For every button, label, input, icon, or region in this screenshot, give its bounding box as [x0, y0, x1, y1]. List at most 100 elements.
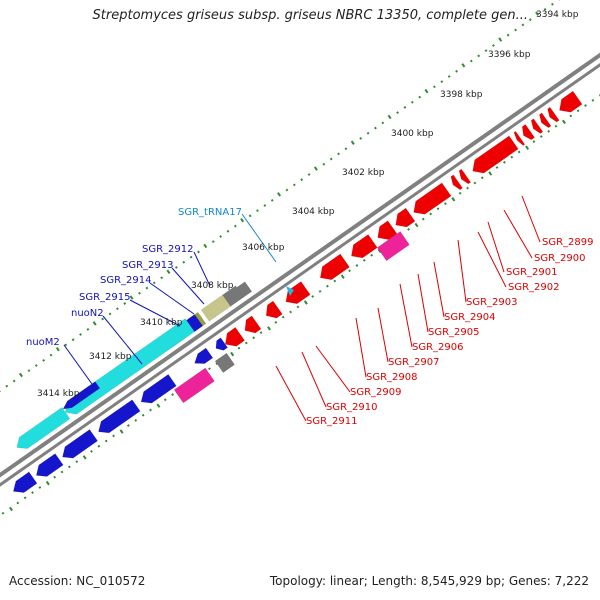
gene-feature[interactable] — [320, 253, 350, 280]
scale-tick — [418, 95, 422, 99]
gene-feature[interactable] — [395, 207, 416, 228]
scale-tick — [543, 7, 547, 11]
gene-feature[interactable] — [530, 118, 544, 134]
scale-tick — [521, 23, 525, 27]
gene-label[interactable]: SGR_2915 — [79, 292, 131, 303]
scale-tick — [259, 331, 263, 335]
gene-label[interactable]: SGR_2904 — [444, 312, 496, 323]
gene-features[interactable] — [12, 90, 583, 493]
scale-tick — [374, 126, 377, 130]
gene-feature[interactable] — [62, 429, 98, 459]
gene-label[interactable]: SGR_2910 — [326, 402, 378, 413]
scale-tick — [303, 300, 308, 305]
scale-tick — [359, 137, 363, 140]
scale-tick — [285, 188, 289, 192]
scale-tick — [160, 276, 164, 280]
gene-feature[interactable] — [559, 90, 583, 113]
scale-tick — [506, 33, 510, 37]
gene-label[interactable]: SGR_2906 — [412, 342, 464, 353]
scale-tick — [60, 470, 64, 474]
gene-label[interactable]: SGR_2900 — [534, 253, 586, 264]
scale-tick — [532, 140, 536, 144]
gene-feature[interactable] — [244, 315, 262, 334]
scale-tick — [551, 2, 554, 6]
scale-tick — [55, 346, 60, 352]
gene-label[interactable]: SGR_2903 — [466, 297, 518, 308]
scale-tick — [215, 362, 219, 366]
scale-tick — [525, 145, 530, 150]
leader-line — [129, 299, 181, 327]
gene-feature[interactable] — [547, 106, 560, 123]
scale-tick — [67, 465, 71, 469]
scale-tick — [424, 88, 429, 94]
scale-tick — [469, 59, 473, 63]
scale-tick — [86, 327, 90, 331]
gene-feature[interactable] — [472, 135, 519, 174]
gene-label[interactable]: SGR_2914 — [100, 275, 152, 286]
gene-feature[interactable] — [62, 381, 101, 410]
scale-tick — [436, 207, 440, 211]
gene-feature[interactable] — [215, 337, 228, 351]
gene-labels[interactable]: SGR_tRNA17 SGR_2912 SGR_2913 SGR_2914 SGR_29… — [26, 207, 594, 427]
gene-feature[interactable] — [194, 347, 214, 364]
gene-feature[interactable] — [351, 234, 378, 259]
gene-feature[interactable] — [173, 379, 199, 404]
gene-label[interactable]: SGR_tRNA17 — [178, 207, 242, 218]
gene-label[interactable]: SGR_2902 — [508, 282, 560, 293]
scale-tick — [82, 455, 87, 460]
gene-label[interactable]: SGR_2907 — [388, 357, 440, 368]
scale-tick — [34, 364, 38, 367]
gene-feature[interactable] — [140, 374, 177, 404]
gene-feature[interactable] — [236, 281, 253, 298]
leader-line — [377, 307, 389, 363]
gene-label[interactable]: nuoM2 — [26, 337, 60, 348]
gene-feature[interactable] — [225, 327, 245, 347]
scale-tick — [289, 310, 292, 314]
gene-feature[interactable] — [12, 471, 38, 493]
scale-tick-label: 3412 kbp — [89, 352, 132, 362]
gene-label[interactable]: SGR_2905 — [428, 327, 480, 338]
gene-feature[interactable] — [214, 352, 235, 373]
gene-label[interactable]: SGR_2901 — [506, 267, 558, 278]
leader-line — [315, 345, 351, 393]
scale-tick — [429, 212, 433, 216]
gene-feature[interactable] — [377, 220, 398, 240]
gene-feature[interactable] — [376, 231, 410, 262]
gene-label[interactable]: SGR_2908 — [366, 372, 418, 383]
scale-tick — [174, 266, 178, 269]
scale-tick — [156, 403, 161, 408]
gene-feature[interactable] — [458, 168, 472, 185]
scale-tick — [492, 44, 495, 47]
gene-feature[interactable] — [265, 300, 283, 319]
scale-tick — [16, 501, 20, 505]
gene-feature[interactable] — [200, 294, 231, 322]
gene-feature[interactable] — [450, 174, 463, 191]
gene-feature[interactable] — [16, 407, 71, 449]
scale-tick — [322, 162, 326, 166]
gene-label[interactable]: SGR_2909 — [350, 387, 402, 398]
gene-label[interactable]: SGR_2912 — [142, 244, 194, 255]
gene-label[interactable]: nuoN2 — [71, 308, 104, 319]
gene-label[interactable]: SGR_2913 — [122, 260, 174, 271]
gene-feature[interactable] — [521, 124, 535, 141]
scale-tick-label: 3404 kbp — [292, 207, 335, 217]
scale-tick — [115, 307, 119, 311]
gene-feature[interactable] — [65, 318, 195, 415]
gene-feature[interactable] — [35, 453, 64, 477]
gene-feature[interactable] — [413, 182, 452, 215]
gene-label[interactable]: SGR_2911 — [306, 416, 358, 427]
scale-tick — [79, 333, 82, 336]
scale-tick — [311, 295, 315, 298]
gene-feature[interactable] — [513, 130, 526, 146]
gene-feature[interactable] — [539, 112, 552, 129]
scale-tick — [230, 351, 235, 357]
scale-tick — [208, 367, 211, 371]
gene-label[interactable]: SGR_2899 — [542, 237, 594, 248]
scale-tick — [387, 114, 392, 120]
trna-feature[interactable] — [286, 286, 294, 296]
scale-tick — [350, 140, 355, 145]
scale-tick — [484, 49, 488, 53]
scale-tick — [27, 369, 31, 373]
gene-feature[interactable] — [98, 399, 141, 434]
